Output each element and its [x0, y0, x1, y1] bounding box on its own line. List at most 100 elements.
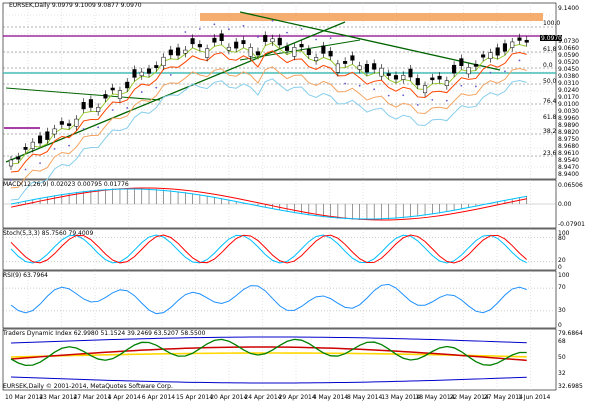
pane-border-2	[2, 228, 557, 271]
candle-body	[103, 94, 108, 99]
sar-dot	[416, 104, 419, 106]
candle-body	[176, 47, 181, 56]
date-label: 15 Apr 2014	[176, 394, 213, 401]
macd-tick-label: 0.06506	[558, 182, 583, 189]
candle-body	[23, 147, 28, 150]
price-tick-label: 9.0030	[558, 108, 579, 115]
date-label: 4 May 2014	[313, 394, 348, 401]
candle-body	[343, 61, 348, 64]
main-pane-title: EURSEK,Daily 9.0979 9.1009 9.0877 9.0970	[9, 2, 142, 9]
date-label: 10 Mar 2014	[5, 394, 43, 401]
price-tick-label: 9.0450	[558, 66, 579, 73]
sar-dot	[315, 38, 317, 41]
price-tick-label: 8.9470	[558, 164, 579, 171]
candle-body	[437, 75, 442, 80]
candle-body	[110, 87, 115, 91]
candle-body	[328, 50, 333, 57]
tdi-price	[10, 338, 527, 367]
tdi-tick-label: 32.6985	[558, 383, 583, 390]
candle-body	[284, 46, 290, 51]
sar-dot	[39, 162, 41, 164]
tdi-middle	[10, 352, 527, 358]
candle-body	[299, 43, 304, 48]
candle-body	[495, 47, 500, 56]
candle-body	[517, 37, 522, 41]
price-tick-label: 9.0380	[558, 73, 579, 80]
candle-body	[393, 75, 399, 80]
fib-label: 100.0	[543, 20, 560, 27]
candle-body	[45, 131, 50, 140]
candle-body	[306, 49, 311, 55]
date-label: 27 May 2014	[484, 394, 523, 401]
sar-dot	[10, 179, 12, 181]
macd-signal	[10, 187, 527, 221]
sar-dot	[198, 28, 201, 30]
candle-body	[38, 135, 43, 144]
date-label: 13 May 2014	[381, 394, 420, 401]
stoch-main	[10, 234, 527, 264]
date-label: 18 May 2014	[415, 394, 454, 401]
fib-percent-label: 76.4	[543, 98, 557, 105]
candle-body	[248, 47, 253, 57]
sar-dot	[68, 144, 71, 147]
uptrend-line	[5, 21, 346, 163]
sar-dot	[445, 99, 448, 102]
date-label: 8 May 2014	[347, 394, 382, 401]
candle-body	[168, 49, 173, 56]
price-tick-label: 8.9960	[558, 115, 579, 122]
candle-body	[241, 40, 246, 45]
sar-dot	[24, 168, 27, 171]
candle-body	[270, 38, 275, 43]
trend-line-2	[5, 87, 161, 101]
date-label: 22 May 2014	[450, 394, 489, 401]
price-tick-label: 9.0590	[558, 52, 579, 59]
candle-body	[161, 56, 166, 66]
date-label: 27 Mar 2014	[73, 394, 111, 401]
sar-dot	[111, 109, 114, 111]
ma-skyblue	[10, 78, 527, 201]
price-tick-label: 8.9890	[558, 122, 579, 129]
sar-dot	[329, 37, 332, 40]
candle-body	[452, 64, 457, 74]
stoch-signal	[10, 234, 528, 264]
sar-dot	[169, 74, 172, 76]
candle-body	[364, 63, 369, 73]
stoch-tick-label: 100	[558, 230, 570, 237]
date-label: 1 Apr 2014	[108, 394, 141, 401]
price-tick-label: 8.9820	[558, 129, 579, 136]
resistance-zone	[200, 13, 543, 21]
price-tick-label: 9.0730	[558, 38, 579, 45]
tdi-tick-label: 32	[558, 370, 566, 377]
candle-body	[386, 73, 391, 76]
candle-body	[16, 156, 21, 160]
candle-body	[88, 99, 93, 108]
current-price-box	[540, 35, 562, 41]
candle-body	[234, 41, 239, 49]
candle-body	[401, 74, 406, 80]
rsi-tick-label: 100	[558, 272, 570, 279]
candle-body	[212, 37, 217, 43]
price-tick-label: 8.9610	[558, 150, 579, 157]
sar-dot	[257, 36, 259, 38]
sar-dot	[344, 82, 347, 85]
candle-body	[255, 51, 261, 56]
rsi-tick-label: 30	[558, 307, 566, 314]
sar-dot	[373, 88, 376, 91]
price-tick-label: 8.9680	[558, 143, 579, 150]
rsi-pane-title: RSI(9) 63.7964	[3, 272, 48, 279]
date-label: 1 Jun 2014	[518, 394, 550, 401]
ma-green	[10, 42, 527, 165]
candle-body	[146, 68, 152, 74]
date-label: 24 Apr 2014	[244, 394, 281, 401]
fib-label: 50.0	[543, 78, 557, 85]
price-tick-label: 9.0100	[558, 101, 579, 108]
price-tick-label: 9.1400	[558, 5, 579, 12]
date-label: 20 Apr 2014	[210, 394, 247, 401]
ma-orange	[10, 66, 527, 189]
candle-body	[117, 90, 123, 99]
price-tick-label: 9.0310	[558, 80, 579, 87]
candle-body	[197, 44, 202, 48]
copyright-label: EURSEK,Daily © 2001-2014, MetaQuotes Sof…	[3, 383, 173, 390]
